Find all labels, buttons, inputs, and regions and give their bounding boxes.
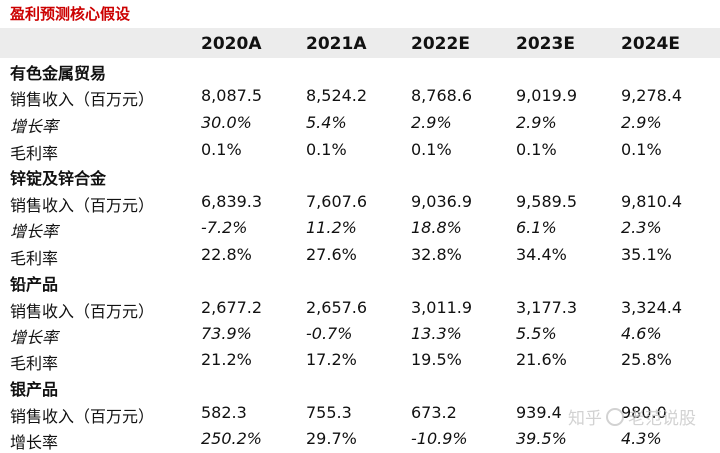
table-cell: 11.2% [306, 218, 357, 237]
table-cell: 5.5% [516, 324, 557, 343]
table-row: 销售收入（百万元） 582.3 755.3 673.2 939.4 980.0 [0, 401, 720, 427]
section-title: 锌锭及锌合金 [10, 169, 107, 188]
table-cell: 2,657.6 [306, 298, 368, 317]
table-row: 销售收入（百万元） 8,087.5 8,524.2 8,768.6 9,019.… [0, 84, 720, 110]
row-label: 增长率 [10, 433, 59, 452]
row-label: 销售收入（百万元） [10, 302, 155, 321]
section-title: 银产品 [10, 380, 59, 399]
table-cell: 9,810.4 [621, 192, 683, 211]
table-cell: 25.8% [621, 350, 672, 369]
table-cell: 2,677.2 [201, 298, 263, 317]
table-header: 2020A 2021A 2022E 2023E 2024E [0, 28, 720, 58]
section-heading: 有色金属贸易 [0, 58, 720, 84]
table-row: 销售收入（百万元） 6,839.3 7,607.6 9,036.9 9,589.… [0, 190, 720, 216]
table-cell: 5.4% [306, 113, 347, 132]
row-label: 增长率 [10, 328, 59, 347]
table-row: 毛利率 21.2% 17.2% 19.5% 21.6% 25.8% [0, 348, 720, 374]
table-row: 增长率 73.9% -0.7% 13.3% 5.5% 4.6% [0, 322, 720, 348]
table-cell: 4.3% [621, 429, 662, 448]
table-cell: -7.2% [201, 218, 248, 237]
header-year: 2022E [411, 34, 470, 54]
table-row: 增长率 30.0% 5.4% 2.9% 2.9% 2.9% [0, 111, 720, 137]
table-cell: 2.9% [411, 113, 452, 132]
table-cell: 2.9% [621, 113, 662, 132]
table-cell: 22.8% [201, 245, 252, 264]
table-cell: 9,589.5 [516, 192, 578, 211]
watermark-author: 老范说股 [628, 409, 696, 429]
section-heading: 锌锭及锌合金 [0, 163, 720, 189]
row-label: 毛利率 [10, 354, 59, 373]
table-cell: 6,839.3 [201, 192, 263, 211]
table-cell: 9,036.9 [411, 192, 473, 211]
table-cell: 73.9% [201, 324, 252, 343]
table-cell: 980.0 [621, 403, 667, 422]
table-cell: 2.3% [621, 218, 662, 237]
at-icon [606, 408, 624, 426]
row-label: 增长率 [10, 117, 59, 136]
section-title: 有色金属贸易 [10, 64, 107, 83]
header-year: 2021A [306, 34, 367, 54]
table-cell: 8,524.2 [306, 86, 368, 105]
table-cell: 755.3 [306, 403, 352, 422]
table-cell: 7,607.6 [306, 192, 368, 211]
row-label: 销售收入（百万元） [10, 407, 155, 426]
table-cell: 3,324.4 [621, 298, 683, 317]
row-label: 增长率 [10, 222, 59, 241]
watermark-site: 知乎 [568, 409, 602, 429]
page-title: 盈利预测核心假设 [10, 5, 131, 23]
table-cell: 6.1% [516, 218, 557, 237]
section-title: 铅产品 [10, 275, 59, 294]
table-cell: 0.1% [201, 140, 242, 159]
table-cell: 673.2 [411, 403, 457, 422]
table-cell: 9,019.9 [516, 86, 578, 105]
header-year: 2024E [621, 34, 680, 54]
row-label: 毛利率 [10, 144, 59, 163]
table-cell: 21.2% [201, 350, 252, 369]
table-cell: 27.6% [306, 245, 357, 264]
table-cell: 35.1% [621, 245, 672, 264]
table-row: 增长率 -7.2% 11.2% 18.8% 6.1% 2.3% [0, 216, 720, 242]
table-cell: 0.1% [411, 140, 452, 159]
table-cell: 4.6% [621, 324, 662, 343]
header-year: 2023E [516, 34, 575, 54]
table-cell: 9,278.4 [621, 86, 683, 105]
table-cell: 30.0% [201, 113, 252, 132]
table-cell: 21.6% [516, 350, 567, 369]
table-cell: 0.1% [516, 140, 557, 159]
table-cell: 250.2% [201, 429, 263, 448]
table-cell: -0.7% [306, 324, 353, 343]
header-year: 2020A [201, 34, 262, 54]
table-cell: 2.9% [516, 113, 557, 132]
table-cell: 34.4% [516, 245, 567, 264]
table-cell: 3,011.9 [411, 298, 473, 317]
row-label: 销售收入（百万元） [10, 196, 155, 215]
table-cell: 939.4 [516, 403, 562, 422]
table-cell: 8,768.6 [411, 86, 473, 105]
table-cell: 8,087.5 [201, 86, 263, 105]
table-cell: -10.9% [411, 429, 468, 448]
table-cell: 0.1% [621, 140, 662, 159]
table-cell: 582.3 [201, 403, 247, 422]
table-cell: 0.1% [306, 140, 347, 159]
table-row: 毛利率 0.1% 0.1% 0.1% 0.1% 0.1% [0, 138, 720, 164]
table-cell: 3,177.3 [516, 298, 578, 317]
section-heading: 银产品 [0, 374, 720, 400]
table-cell: 17.2% [306, 350, 357, 369]
table-cell: 13.3% [411, 324, 462, 343]
table-cell: 19.5% [411, 350, 462, 369]
table-cell: 39.5% [516, 429, 567, 448]
table-row: 毛利率 22.8% 27.6% 32.8% 34.4% 35.1% [0, 243, 720, 269]
table-cell: 29.7% [306, 429, 357, 448]
row-label: 毛利率 [10, 249, 59, 268]
watermark: 知乎 老范说股 [568, 404, 696, 429]
table-cell: 32.8% [411, 245, 462, 264]
table-row: 增长率 250.2% 29.7% -10.9% 39.5% 4.3% [0, 427, 720, 453]
row-label: 销售收入（百万元） [10, 90, 155, 109]
section-heading: 铅产品 [0, 269, 720, 295]
table-cell: 18.8% [411, 218, 462, 237]
table-row: 销售收入（百万元） 2,677.2 2,657.6 3,011.9 3,177.… [0, 296, 720, 322]
